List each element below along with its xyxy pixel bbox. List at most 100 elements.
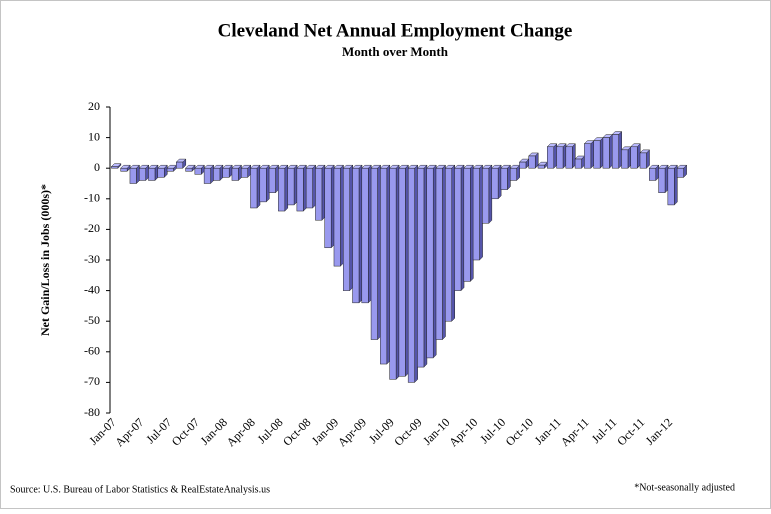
x-tick-label: Apr-10: [446, 415, 480, 449]
x-tick-label: Jul-07: [143, 415, 174, 446]
bar: [111, 166, 119, 169]
bar: [176, 161, 184, 169]
bar: [305, 167, 313, 209]
x-tick-label: Jan-10: [420, 415, 453, 448]
bar: [658, 167, 666, 193]
bar: [407, 167, 415, 383]
x-tick-label: Jan-08: [197, 415, 230, 448]
bar: [593, 140, 601, 169]
bar: [491, 167, 499, 200]
bar: [528, 155, 536, 169]
x-tick-label: Jan-07: [86, 415, 119, 448]
y-tick-label: -20: [84, 221, 100, 235]
bar: [611, 134, 619, 169]
chart-title: Cleveland Net Annual Employment Change: [218, 20, 573, 41]
bar: [584, 143, 592, 169]
bar: [120, 167, 128, 172]
x-tick-label: Jul-11: [589, 415, 620, 446]
bar: [268, 167, 276, 193]
bar: [315, 167, 323, 221]
y-tick-label: -40: [84, 282, 100, 296]
y-tick-label: -80: [84, 405, 100, 419]
bar: [240, 167, 248, 178]
x-tick-label: Oct-10: [503, 415, 536, 448]
y-tick-label: -60: [84, 344, 100, 358]
bar: [194, 167, 202, 175]
bar: [630, 146, 638, 169]
bar: [472, 167, 480, 261]
x-tick-label: Oct-08: [280, 415, 313, 448]
x-tick-label: Jan-11: [532, 415, 564, 447]
x-tick-label: Jan-12: [643, 415, 676, 448]
bar: [231, 167, 239, 181]
bar: [426, 167, 434, 359]
bar: [324, 167, 332, 249]
bar: [166, 167, 174, 172]
y-tick-label: -30: [84, 252, 100, 266]
y-tick-label: 10: [88, 129, 100, 143]
bar: [537, 164, 545, 169]
x-tick-label: Jul-08: [255, 415, 286, 446]
x-tick-label: Oct-11: [614, 415, 647, 448]
note: *Not-seasonally adjusted: [634, 482, 735, 493]
bar: [296, 167, 304, 212]
bar: [676, 167, 684, 178]
bar: [509, 167, 517, 181]
bar: [389, 167, 397, 380]
x-tick-label: Jul-10: [477, 415, 508, 446]
bar: [287, 167, 295, 206]
bar: [565, 146, 573, 169]
bar: [667, 167, 675, 206]
source: Source: U.S. Bureau of Labor Statistics …: [10, 484, 270, 495]
y-axis-label: Net Gain/Loss in Jobs (000s)*: [38, 184, 52, 336]
x-tick-label: Jul-09: [366, 415, 397, 446]
bar: [602, 137, 610, 169]
bar: [398, 167, 406, 377]
bar: [342, 167, 350, 291]
bar: [574, 158, 582, 169]
bar: [157, 167, 165, 178]
bar: [556, 146, 564, 169]
bar: [519, 161, 527, 169]
bar: [380, 167, 388, 365]
bar: [129, 167, 137, 184]
bar: [333, 167, 341, 267]
bar: [148, 167, 156, 181]
bar: [213, 167, 221, 181]
x-tick-label: Oct-07: [169, 415, 202, 448]
y-tick-label: 0: [94, 160, 100, 174]
y-tick-label: -70: [84, 374, 100, 388]
bar: [352, 167, 360, 304]
y-tick-label: -10: [84, 191, 100, 205]
x-tick-label: Apr-09: [335, 415, 369, 449]
y-tick-label: 20: [88, 99, 100, 113]
x-tick-label: Apr-07: [112, 415, 146, 449]
bar: [482, 167, 490, 224]
bar: [361, 167, 369, 304]
bar: [259, 167, 267, 203]
bar: [417, 167, 425, 368]
bar: [547, 146, 555, 169]
chart-subtitle: Month over Month: [342, 44, 449, 59]
bar: [222, 167, 230, 178]
x-tick-label: Oct-09: [391, 415, 424, 448]
bar: [649, 167, 657, 181]
bar: [621, 149, 629, 169]
y-tick-label: -50: [84, 313, 100, 327]
bar: [435, 167, 443, 340]
bar: [445, 167, 453, 322]
bar: [500, 167, 508, 190]
x-tick-label: Apr-11: [558, 415, 592, 449]
bar: [138, 167, 146, 181]
x-tick-label: Jan-09: [309, 415, 342, 448]
bar: [454, 167, 462, 291]
x-tick-label: Apr-08: [224, 415, 258, 449]
bar: [370, 167, 378, 340]
bar: [639, 152, 647, 169]
bar: [250, 167, 258, 209]
bar: [278, 167, 286, 212]
bar: [185, 167, 193, 172]
bar: [203, 167, 211, 184]
bar: [463, 167, 471, 282]
